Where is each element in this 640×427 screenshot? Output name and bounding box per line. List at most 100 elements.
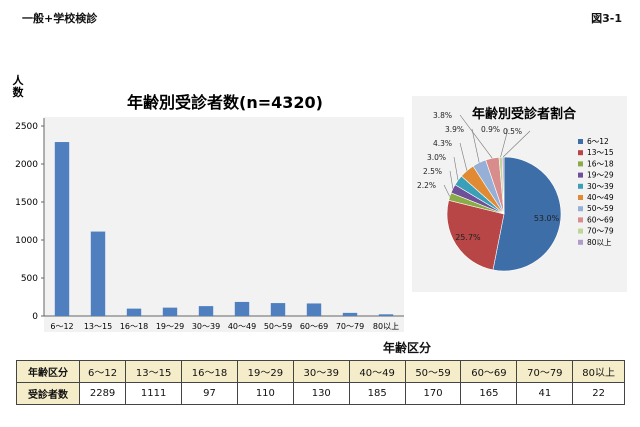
- x-tick-label: 6～12: [50, 322, 73, 331]
- x-tick-label: 70～79: [336, 322, 364, 331]
- legend-label: 30～39: [587, 182, 614, 191]
- bar: [126, 308, 142, 316]
- pie-data-label: 0.5%: [503, 127, 522, 136]
- legend-label: 16～18: [587, 159, 614, 168]
- table-header-label: 年齢区分: [16, 360, 80, 383]
- pie-data-label: 3.9%: [445, 125, 464, 134]
- x-tick-label: 60～69: [300, 322, 328, 331]
- pie-chart-title: 年齢別受診者割合: [472, 106, 577, 122]
- pie-leader-line: [449, 170, 454, 189]
- x-tick-label: 16～18: [120, 322, 148, 331]
- table-header-cell: 19～29: [236, 360, 294, 383]
- y-tick-label: 2000: [15, 160, 38, 170]
- legend-label: 80以上: [587, 238, 612, 247]
- bar: [342, 312, 358, 316]
- table-value-cell: 185: [348, 382, 406, 405]
- table-header-cell: 16～18: [181, 360, 238, 383]
- pie-data-label: 25.7%: [455, 233, 481, 242]
- legend-swatch: [578, 139, 583, 144]
- legend-label: 40～49: [587, 193, 614, 202]
- x-tick-label: 13～15: [84, 322, 112, 331]
- figure-number: 図3-1: [591, 12, 622, 25]
- bar: [198, 306, 214, 316]
- x-tick-label: 19～29: [156, 322, 184, 331]
- y-tick-label: 1000: [15, 236, 38, 246]
- x-tick-label: 50～59: [264, 322, 292, 331]
- legend-swatch: [578, 172, 583, 178]
- pie-leader-line: [459, 142, 468, 171]
- legend-swatch: [578, 183, 583, 189]
- pie-leader-line: [459, 114, 493, 159]
- y-tick-label: 500: [21, 274, 38, 284]
- table-value-cell: 165: [460, 382, 518, 405]
- legend-swatch: [578, 195, 583, 200]
- bar-chart: 年齢別受診者数(n=4320) 人数 0 500 1000 1500 2000 2500 6～1…: [13, 73, 404, 331]
- table-value-cell: 170: [404, 382, 462, 405]
- legend-swatch: [578, 239, 583, 245]
- pie-leader-line: [453, 156, 459, 181]
- table-value-cell: 22: [572, 382, 625, 405]
- bar: [54, 142, 70, 316]
- pie-chart: 年齢別受診者割合 53.0% 25.7% 2.2% 2.5% 3.0% 4.3% 3.9% 3.…: [417, 106, 614, 272]
- table-header-cell: 60～69: [460, 360, 518, 383]
- bar: [306, 303, 322, 316]
- bar: [234, 301, 250, 316]
- x-tick-label: 40～49: [228, 322, 256, 331]
- pie-data-label: 2.2%: [417, 181, 436, 190]
- table-header-row: 年齢区分 6～12 13～15 16～18 19～29 30～39 40～49 …: [16, 360, 625, 383]
- legend-label: 6～12: [587, 137, 609, 146]
- table-value-cell: 2289: [78, 382, 127, 405]
- pie-data-label: 0.9%: [481, 125, 500, 134]
- table-header-cell: 6～12: [78, 360, 127, 383]
- table-value-cell: 130: [292, 382, 350, 405]
- pie-leader-line: [502, 130, 531, 158]
- x-tick-label: 80以上: [373, 322, 399, 331]
- bar: [162, 307, 178, 316]
- table-row: 受診者数 2289 1111 97 110 130 185 170 165 41…: [16, 382, 625, 405]
- table-header-cell: 80以上: [572, 360, 625, 383]
- pie-data-label: 3.0%: [427, 153, 446, 162]
- pie-data-label: 4.3%: [433, 139, 452, 148]
- legend-swatch: [578, 150, 583, 156]
- x-axis-title: 年齢区分: [383, 341, 432, 355]
- data-table: 年齢区分 6～12 13～15 16～18 19～29 30～39 40～49 …: [16, 360, 625, 405]
- header-left-title: 一般+学校検診: [22, 12, 98, 25]
- table-value-cell: 41: [516, 382, 574, 405]
- table-value-cell: 1111: [125, 382, 183, 405]
- bar: [378, 314, 394, 316]
- y-axis-title: 数: [13, 85, 25, 99]
- legend-label: 13～15: [587, 148, 614, 157]
- pie-slice: [446, 199, 505, 271]
- pie-slice: [492, 156, 562, 272]
- pie-data-label: 2.5%: [423, 167, 442, 176]
- table-header-cell: 30～39: [292, 360, 350, 383]
- table-header-cell: 40～49: [348, 360, 406, 383]
- table-row-label: 受診者数: [16, 382, 80, 405]
- table-value-cell: 110: [236, 382, 294, 405]
- pie-leader-line: [500, 128, 509, 158]
- legend-swatch: [578, 161, 583, 167]
- pie-leader-line: [443, 184, 451, 197]
- pie-leader-line: [471, 128, 480, 163]
- legend-label: 60～69: [587, 215, 614, 224]
- y-tick-label: 1500: [15, 198, 38, 208]
- legend-label: 70～79: [587, 227, 614, 236]
- x-tick-label: 30～39: [192, 322, 220, 331]
- bar: [90, 231, 106, 316]
- table-value-cell: 97: [181, 382, 238, 405]
- pie-data-label: 53.0%: [534, 214, 560, 223]
- legend-label: 50～59: [587, 204, 614, 213]
- table-header-cell: 70～79: [516, 360, 574, 383]
- legend-label: 19～29: [587, 171, 614, 180]
- legend-swatch: [578, 206, 583, 212]
- pie-data-label: 3.8%: [433, 111, 452, 120]
- y-tick-label: 0: [32, 312, 38, 322]
- legend-swatch: [578, 217, 583, 223]
- table-header-cell: 50～59: [404, 360, 462, 383]
- bar: [270, 303, 286, 316]
- y-tick-label: 2500: [15, 122, 38, 132]
- bar-chart-title: 年齢別受診者数(n=4320): [127, 93, 323, 112]
- table-header-cell: 13～15: [125, 360, 183, 383]
- y-axis-title: 人: [13, 73, 25, 87]
- legend-swatch: [578, 228, 583, 234]
